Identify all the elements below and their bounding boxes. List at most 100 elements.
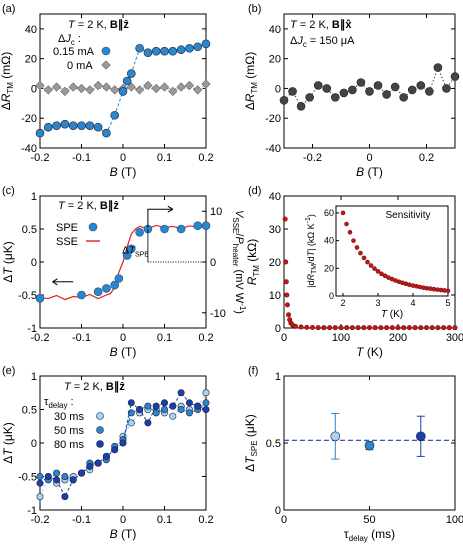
y-tick-label: 0 [31,257,37,269]
legend-label: SSE [56,236,78,248]
data-point [135,228,144,237]
data-point [102,284,111,293]
y-tick-label: 40 [25,24,37,36]
data-point [127,244,136,254]
x-axis-label: B (T) [110,527,137,541]
data-point [378,325,384,331]
data-point [373,81,383,90]
data-point [93,122,103,132]
data-point [53,469,61,477]
data-point [60,119,70,129]
y-tick-label: -20 [21,113,37,125]
data-point [78,469,86,477]
x-axis-label: B (T) [110,165,137,179]
data-point [94,459,102,467]
data-point [151,83,161,94]
data-point [401,325,407,331]
inset-x-axis-label: T (K) [381,309,403,320]
data-point [332,325,338,331]
data-point [119,439,127,447]
data-point [279,96,289,105]
data-point [127,419,135,427]
inset-data-point [368,263,374,268]
legend-label: 50 ms [54,425,84,437]
x-tick-label: -0.1 [72,332,91,344]
data-point [389,325,395,331]
sse-line [39,224,207,301]
data-point [160,224,169,234]
y-tick-label: 20 [269,54,281,66]
x-tick-label: -0.2 [31,332,50,344]
inset-x-tick-label: 3 [375,298,380,308]
data-point [69,476,77,484]
data-point [365,87,374,96]
data-point [349,325,355,331]
data-point [44,472,52,480]
data-point [36,493,44,501]
x-tick-label: 0 [120,152,126,164]
inset-data-point [375,269,381,274]
data-point [35,128,45,138]
data-point [143,48,153,58]
x-tick-label: 0 [120,332,126,344]
x-tick-label: -0.2 [31,152,50,164]
data-point [364,440,375,451]
data-point [435,325,441,331]
y-tick-label: 10 [269,290,281,302]
data-point [288,87,297,96]
data-point [313,81,323,90]
data-point [110,85,120,95]
data-point [36,472,44,480]
data-point [193,42,202,52]
y-tick-label: 0 [275,83,281,95]
data-point [76,83,87,94]
data-point [185,399,193,407]
data-point [366,325,372,331]
data-point [201,39,211,49]
panel-label-a: (a) [2,3,15,15]
y-tick-label: 0 [275,323,281,335]
data-point [407,85,417,95]
annotation-line: ΔJc = 150 μA [290,35,355,49]
data-point [176,45,186,55]
data-point [135,43,144,53]
x-tick-label: -0.2 [303,152,322,164]
data-point [344,325,350,331]
data-point [384,325,390,331]
data-point [372,325,378,331]
legend-marker [96,426,104,434]
data-point [102,128,111,138]
legend-marker [96,440,104,448]
data-point [110,280,119,290]
data-point [102,452,110,460]
data-point [43,85,53,95]
data-point [309,325,315,331]
data-point [77,290,86,300]
inset-data-point [372,266,377,271]
data-point [339,88,349,98]
data-point [202,405,210,413]
data-point [144,419,152,427]
annotation-line: τdelay : [44,396,74,410]
data-point [168,86,178,97]
panel-f: 0 50 100 0 0.5 1 τdelay (ms) ΔTSPE (μK) [243,371,463,543]
data-point [416,81,426,90]
y-tick-label: -1 [27,323,37,335]
inset-y-axis-label: |dRTM/dT| (kΩ K-1) [305,214,318,288]
data-point [193,85,203,95]
data-point [282,216,288,222]
data-point [93,80,103,91]
x-axis-label: T (K) [356,345,383,359]
legend-label: 30 ms [54,411,84,423]
data-point [442,84,451,93]
data-point [185,409,193,417]
inset-data-point [379,271,384,277]
data-point [283,279,289,285]
inset-y-tick-label: 0 [329,291,334,301]
data-point [36,479,44,487]
data-point [101,82,112,92]
data-point [160,46,169,56]
data-point [144,402,152,410]
data-point [152,402,160,410]
